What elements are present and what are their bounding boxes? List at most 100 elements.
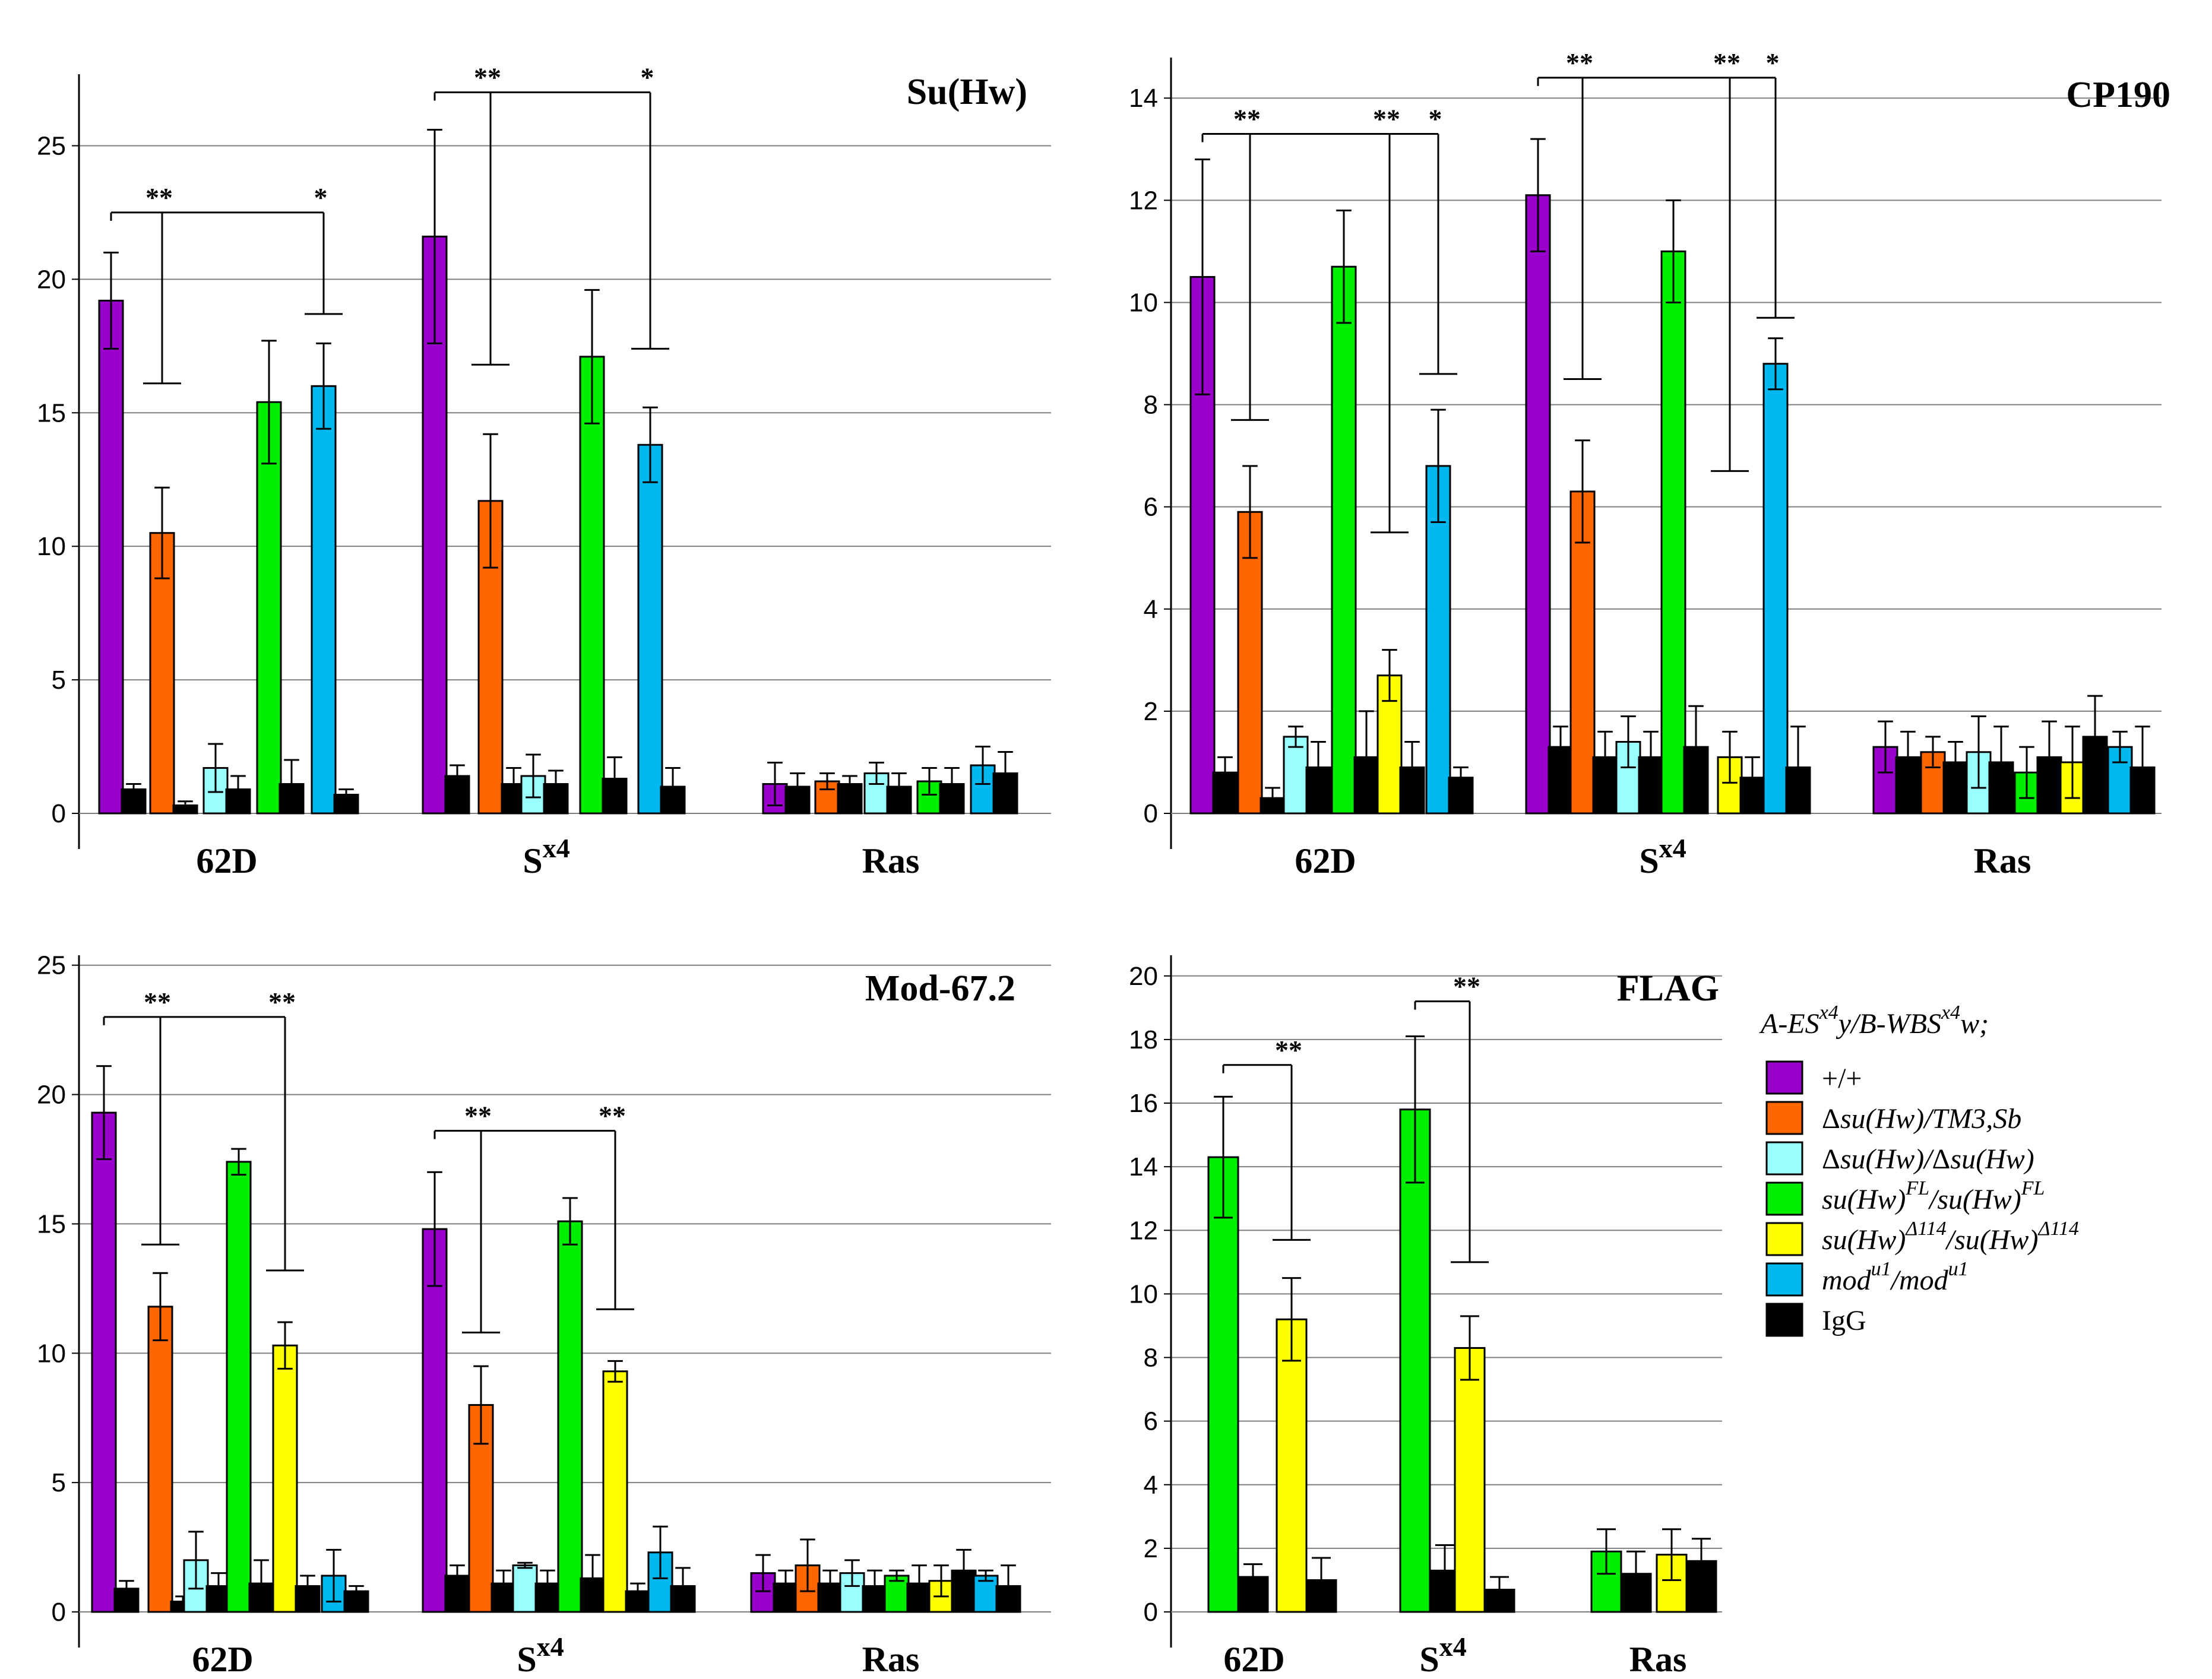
legend-label-part: Δ114 [1904,1218,1946,1240]
legend-swatch-fl [1765,1181,1803,1216]
legend-title-part: y/B-WBS [1836,1008,1941,1040]
legend-label-part: Δ [1932,1143,1951,1175]
sig-label: ** [1373,103,1400,134]
bar-fl [1331,265,1357,815]
category-label: Ras [862,841,920,880]
y-tick-label: 25 [37,131,66,160]
bar-d114 [272,1344,298,1613]
sig-label: ** [144,987,171,1017]
bar-mod [637,443,663,815]
bar-d114 [1454,1347,1486,1613]
bar-null [512,1564,538,1613]
y-tick-label: 20 [37,265,66,294]
category-label-main: 62D [1223,1640,1284,1679]
panel-title: Mod-67.2 [865,968,1015,1009]
y-tick-label: 2 [1144,697,1158,726]
y-tick-label: 0 [52,799,66,828]
sig-label: * [1766,47,1780,78]
legend-label-part: su(Hw)/TM3,Sb [1840,1103,2021,1135]
legend-label-wt: +/+ [1822,1063,1862,1094]
bar-het [1237,511,1263,815]
sig-label: ** [1566,47,1593,78]
legend-label-igg: IgG [1822,1305,1866,1336]
bar-wt [91,1111,117,1613]
y-tick-label: 4 [1144,1471,1158,1500]
legend-title-sup: x4 [1941,1002,1960,1024]
bar-igg [343,1590,369,1613]
legend-label-part: /su(Hw) [1928,1184,2021,1215]
y-tick-label: 20 [1129,962,1158,991]
category-label: 62D [192,1640,253,1679]
panel-title: Su(Hw) [907,72,1027,112]
legend-label-fl: su(Hw)FL/su(Hw)FL [1822,1177,2045,1215]
legend-label-part: Δ114 [2037,1218,2078,1240]
legend-swatch-d114 [1765,1222,1803,1256]
bar-fl [1660,250,1686,815]
bar-het [147,1306,173,1613]
category-label-main: Ras [862,841,920,880]
category-label: 62D [196,841,257,880]
category-label-sup: x4 [543,833,570,863]
legend-label-part: u1 [1948,1258,1969,1280]
category-label-main: S [1419,1640,1439,1679]
y-tick-label: 0 [1144,799,1158,828]
legend-label-het: Δsu(Hw)/TM3,Sb [1822,1103,2021,1135]
y-tick-label: 14 [1129,1152,1158,1181]
panel-title: FLAG [1617,968,1719,1009]
sig-label: ** [1453,971,1480,1002]
category-label: Sx4 [517,1632,564,1679]
category-label-main: Ras [1974,841,2031,880]
y-tick-label: 12 [1129,1216,1158,1245]
legend-label-part: +/+ [1822,1063,1862,1094]
sig-label: ** [1233,103,1261,134]
legend-label-part: u1 [1871,1258,1891,1280]
category-label: Ras [1974,841,2031,880]
category-label: Sx4 [1419,1632,1466,1679]
legend-title-sup: x4 [1819,1002,1838,1024]
legend-title: A-ESx4y/B-WBSx4w; [1759,1002,1989,1040]
category-label-sup: x4 [1659,833,1686,863]
bar-fl [226,1161,252,1613]
bar-fl [557,1220,583,1613]
y-tick-label: 14 [1129,84,1158,113]
panel-2: 0 5 10 15 20 25 ** ** ** ** 62D Sx4 Ras Mod-67.2 [37,951,1051,1679]
y-tick-label: 8 [1144,1344,1158,1373]
panel-3: 0 2 4 6 8 10 12 14 16 18 20 ** ** 62D Sx4 Ras FLAG [1129,955,1722,1679]
legend-label-part: su(Hw)/ [1840,1143,1934,1175]
y-tick-label: 6 [1144,1407,1158,1436]
legend-swatch-wt [1765,1060,1803,1095]
bar-wt [98,299,124,815]
y-tick-label: 12 [1129,186,1158,215]
bar-mod [311,385,337,815]
bar-fl [1399,1108,1431,1613]
legend-label-part: /mod [1890,1265,1949,1296]
category-label: Ras [862,1640,920,1679]
legend-swatch-mod [1765,1262,1803,1297]
y-tick-label: 5 [52,1468,66,1497]
bar-fl [256,401,282,815]
legend-swatch-het [1765,1101,1803,1135]
y-tick-label: 18 [1129,1025,1158,1054]
category-label-main: 62D [192,1640,253,1679]
legend-label-part: /su(Hw) [1945,1224,2039,1256]
legend-label-part: FL [2021,1177,2045,1199]
category-label-main: S [517,1640,536,1679]
y-tick-label: 0 [52,1598,66,1627]
category-label-main: S [1639,841,1659,880]
y-tick-label: 4 [1144,595,1158,624]
sig-label: * [1429,103,1442,134]
legend-title-part: w; [1960,1008,1989,1040]
y-tick-label: 10 [1129,288,1158,317]
category-label: 62D [1223,1640,1284,1679]
y-tick-label: 10 [37,1339,66,1368]
legend-label-part: Δ [1822,1143,1840,1175]
category-label: Ras [1629,1640,1687,1679]
legend-label-part: su(Hw) [1822,1224,1906,1256]
legend-label-part: Δ [1822,1103,1840,1135]
sig-label: ** [464,1101,492,1131]
legend-label-null: Δsu(Hw)/Δsu(Hw) [1822,1143,2034,1175]
category-label: 62D [1295,841,1356,880]
